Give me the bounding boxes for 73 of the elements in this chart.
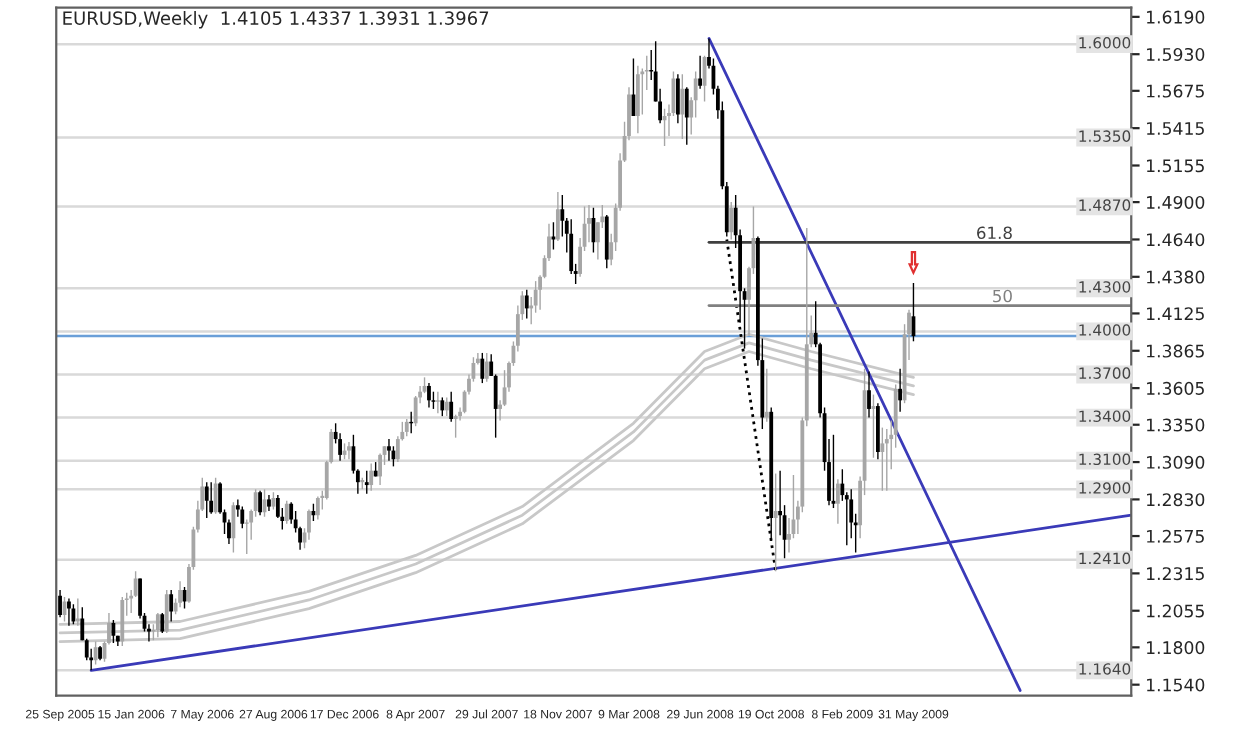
candlestick xyxy=(58,589,62,618)
candlestick xyxy=(764,368,769,423)
candlestick xyxy=(284,500,289,525)
y-tick-label: 1.1800 xyxy=(1147,641,1205,655)
series-label: 61.8 xyxy=(977,226,1012,240)
y-tick-label: 1.5675 xyxy=(1147,84,1204,98)
candlestick xyxy=(111,619,116,644)
candlestick xyxy=(347,441,351,460)
candlestick xyxy=(93,640,98,666)
y-tick-label: 1.5930 xyxy=(1147,47,1205,61)
candlestick xyxy=(884,428,889,492)
y-tick-label: 1.4380 xyxy=(1147,270,1205,284)
candlestick xyxy=(604,214,609,269)
candlestick xyxy=(680,73,685,140)
candlestick xyxy=(480,352,485,384)
candlestick xyxy=(67,597,71,627)
candlestick xyxy=(524,289,529,320)
candlestick xyxy=(289,501,294,525)
y-tick-label: 1.3090 xyxy=(1147,455,1205,469)
candlestick xyxy=(369,462,374,492)
y-tick-label: 1.4640 xyxy=(1147,233,1205,247)
y-tick-label: 1.6190 xyxy=(1147,10,1205,24)
y-tick-label: 1.3605 xyxy=(1147,381,1204,395)
candlestick xyxy=(880,426,885,492)
candlestick xyxy=(364,469,369,495)
candlestick xyxy=(484,352,489,383)
y-tick-label: 1.5415 xyxy=(1147,122,1204,135)
candlestick xyxy=(875,402,880,460)
candlestick xyxy=(160,612,165,634)
candlestick xyxy=(449,391,454,423)
candlestick xyxy=(258,490,262,516)
candlestick xyxy=(435,391,440,414)
candlestick xyxy=(835,478,840,525)
candlestick xyxy=(169,589,174,623)
candlestick xyxy=(204,481,209,519)
candlestick xyxy=(155,612,160,638)
candlestick xyxy=(444,396,449,417)
y-tick-label: 1.2575 xyxy=(1147,529,1204,543)
candlestick xyxy=(587,204,591,244)
candlestick xyxy=(315,495,320,521)
chart-title: EURUSD,Weekly 1.4105 1.4337 1.3931 1.3967 xyxy=(63,10,489,29)
y-tick-label: 1.4125 xyxy=(1147,307,1204,321)
candlestick xyxy=(240,505,245,529)
candlestick xyxy=(164,589,169,634)
candlestick xyxy=(209,481,214,515)
candlestick xyxy=(453,413,458,439)
candlestick xyxy=(178,580,182,608)
y-tick-label: 1.3865 xyxy=(1147,344,1204,358)
candlestick xyxy=(555,191,560,242)
candlestick xyxy=(378,452,382,486)
candlestick xyxy=(729,201,734,241)
y-tick-label: 1.2315 xyxy=(1147,567,1204,581)
candlestick xyxy=(867,370,871,419)
y-tick-label: 1.1540 xyxy=(1147,678,1205,692)
candlestick xyxy=(120,596,125,647)
y-tick-label: 1.4900 xyxy=(1147,195,1205,209)
candlestick xyxy=(898,368,903,413)
candlestick xyxy=(440,396,445,417)
candlestick xyxy=(684,86,689,146)
y-tick-label: 1.2055 xyxy=(1147,604,1204,618)
y-tick-label: 1.3350 xyxy=(1147,418,1205,432)
candlestick xyxy=(213,477,218,515)
y-tick-label: 1.2830 xyxy=(1147,493,1205,507)
candlestick xyxy=(387,438,391,462)
candlestick xyxy=(71,603,76,626)
candlestick xyxy=(307,508,311,541)
candlestick xyxy=(773,472,778,572)
candlestick xyxy=(675,73,680,124)
candlestick xyxy=(635,64,640,134)
candlestick xyxy=(427,382,431,409)
y-tick-label: 1.5155 xyxy=(1147,159,1204,173)
candlestick xyxy=(698,54,703,90)
series-label: 50 xyxy=(993,289,1012,303)
